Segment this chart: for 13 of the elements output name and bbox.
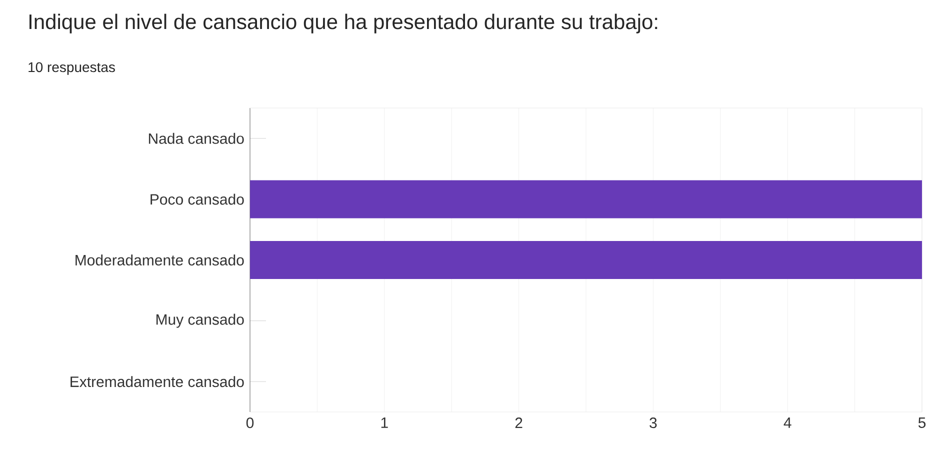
- x-tick-label: 4: [784, 418, 792, 428]
- text: 10 respuestas: [28, 62, 115, 75]
- y-tick-label: Muy cansado: [156, 314, 244, 328]
- y-tick-label: Nada cansado: [148, 132, 244, 144]
- x-tick-label: 5: [918, 418, 926, 428]
- x-tick-label: 2: [515, 418, 522, 428]
- y-tick-label: Poco cansado: [150, 194, 244, 205]
- y-tick-label: Moderadamente cansado: [76, 254, 244, 266]
- chart-title: Indique el nivel de cansancio que ha presentado durante su trabajo:: [29, 14, 658, 34]
- x-tick-label: 3: [650, 418, 657, 428]
- x-tick-label: 1: [381, 418, 388, 428]
- x-tick-label: 0: [246, 418, 254, 428]
- y-tick-label: Extremadamente cansado: [70, 376, 244, 388]
